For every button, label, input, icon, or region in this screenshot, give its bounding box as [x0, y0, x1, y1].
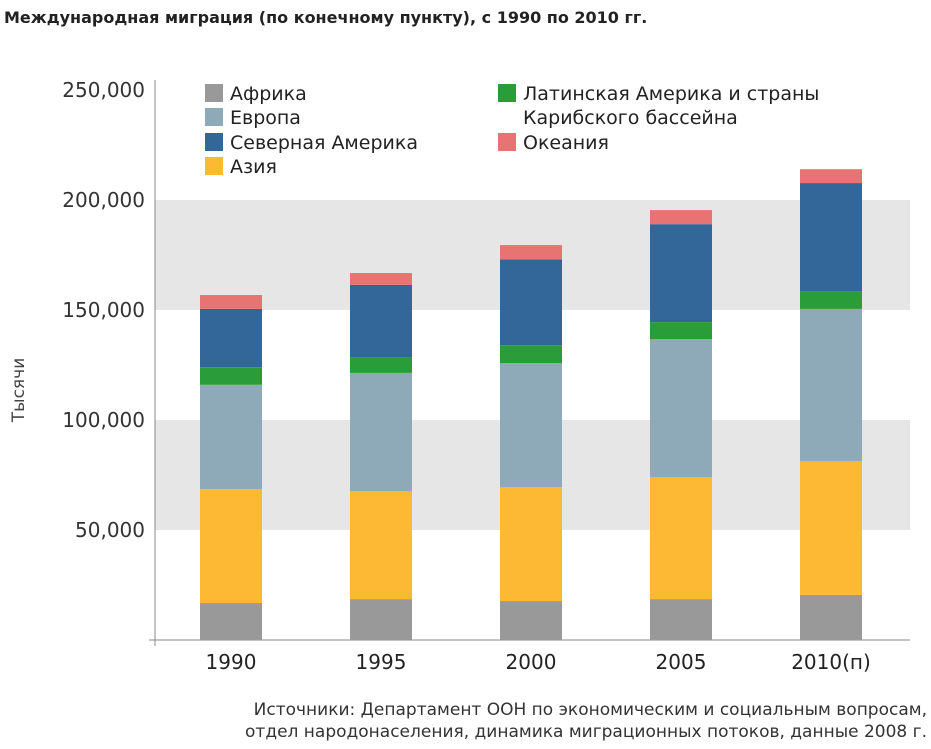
y-tick-label: 150,000	[62, 298, 145, 322]
bar-segment-Африка	[800, 594, 862, 640]
bar-segment-Европа	[200, 384, 262, 490]
y-tick-label: 50,000	[75, 518, 145, 542]
legend-label: Северная Америка	[230, 132, 418, 154]
bar-segment-Азия	[350, 491, 412, 600]
bar-segment-Азия	[800, 460, 862, 595]
legend-label: Европа	[230, 107, 301, 129]
bar-segment-Европа	[500, 363, 562, 488]
legend-label: Африка	[230, 83, 307, 105]
legend-swatch	[205, 84, 223, 102]
bar-segment-Европа	[800, 308, 862, 461]
y-tick-label: 100,000	[62, 408, 145, 432]
bar-segment-Африка	[500, 601, 562, 640]
bar-segment-Латинская Америка и страны Карибского бассейна	[650, 322, 712, 340]
bar-segment-Латинская Америка и страны Карибского бассейна	[800, 291, 862, 309]
stacked-bar-chart: 50,000 100,000 150,000 200,000 250,000 Тысячи…	[9, 78, 910, 674]
x-tick-label: 2010(п)	[791, 650, 871, 674]
bar-segment-Азия	[200, 489, 262, 604]
bar-segment-Азия	[650, 477, 712, 600]
bar-segment-Северная Америка	[800, 183, 862, 292]
legend-swatch	[498, 133, 516, 151]
bar-segment-Северная Америка	[200, 308, 262, 368]
x-tick-label: 1990	[206, 650, 257, 674]
bar-segment-Европа	[650, 339, 712, 478]
bar-segment-Северная Америка	[650, 224, 712, 323]
bar-segment-Латинская Америка и страны Карибского бассейна	[500, 345, 562, 364]
x-tick-label: 2000	[506, 650, 557, 674]
x-tick-label: 1995	[356, 650, 407, 674]
source-line-1: Источники: Департамент ООН по экономичес…	[253, 700, 927, 720]
chart-title: Международная миграция (по конечному пун…	[4, 8, 648, 27]
bar-segment-Океания	[500, 245, 562, 260]
bar-segment-Океания	[200, 295, 262, 309]
y-tick-label: 200,000	[62, 188, 145, 212]
bar-segment-Латинская Америка и страны Карибского бассейна	[350, 357, 412, 373]
bar-segment-Азия	[500, 487, 562, 602]
legend-label: Океания	[523, 132, 609, 154]
legend-label: Латинская Америка и страны	[523, 83, 819, 105]
bar-segment-Северная Америка	[500, 259, 562, 346]
bar-segment-Африка	[200, 603, 262, 640]
bar-segment-Европа	[350, 372, 412, 492]
x-tick-label: 2005	[656, 650, 707, 674]
legend-label-cont: Карибского бассейна	[523, 107, 738, 129]
bar-segment-Океания	[800, 169, 862, 184]
bar-segment-Океания	[650, 210, 712, 225]
legend-swatch	[205, 157, 223, 175]
legend-label: Азия	[230, 156, 277, 178]
bar-segment-Латинская Америка и страны Карибского бассейна	[200, 367, 262, 385]
legend-swatch	[205, 108, 223, 126]
y-axis-label: Тысячи	[9, 358, 29, 423]
bar-segment-Африка	[650, 599, 712, 640]
legend-swatch	[205, 133, 223, 151]
bar-segment-Океания	[350, 273, 412, 285]
legend-swatch	[498, 84, 516, 102]
bar-segment-Северная Америка	[350, 284, 412, 358]
y-tick-label: 250,000	[62, 78, 145, 102]
source-line-2: отдел народонаселения, динамика миграцио…	[245, 722, 927, 742]
bar-segment-Африка	[350, 599, 412, 640]
